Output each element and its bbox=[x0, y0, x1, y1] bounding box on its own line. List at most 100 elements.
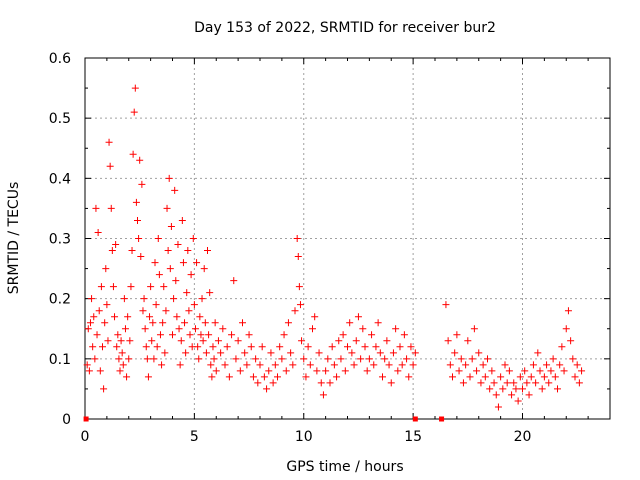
data-point bbox=[208, 373, 216, 381]
data-point bbox=[534, 349, 542, 357]
data-point bbox=[97, 283, 105, 291]
data-point bbox=[477, 379, 485, 387]
y-tick-label: 0.2 bbox=[49, 292, 71, 308]
data-point bbox=[121, 325, 129, 333]
data-point bbox=[125, 355, 133, 363]
data-point bbox=[243, 361, 251, 369]
data-point bbox=[191, 325, 199, 333]
data-point bbox=[333, 373, 341, 381]
data-point bbox=[317, 379, 325, 387]
data-point bbox=[294, 253, 302, 261]
data-point bbox=[523, 379, 531, 387]
data-point bbox=[247, 343, 255, 351]
data-point bbox=[200, 265, 208, 273]
data-point bbox=[116, 367, 124, 375]
data-point bbox=[209, 343, 217, 351]
data-point bbox=[175, 325, 183, 333]
data-point bbox=[166, 265, 174, 273]
data-point bbox=[562, 325, 570, 333]
data-point bbox=[135, 235, 143, 242]
data-point bbox=[547, 367, 555, 375]
data-point bbox=[153, 343, 161, 351]
data-point bbox=[134, 216, 141, 224]
data-point bbox=[111, 313, 119, 321]
data-point bbox=[311, 313, 319, 321]
data-point bbox=[267, 349, 275, 357]
data-point bbox=[363, 367, 371, 375]
data-point bbox=[328, 343, 336, 351]
data-point bbox=[306, 361, 314, 369]
data-point bbox=[330, 361, 338, 369]
data-point bbox=[304, 343, 312, 351]
data-point bbox=[409, 361, 417, 369]
data-point bbox=[464, 337, 472, 345]
data-point bbox=[455, 367, 463, 375]
data-point bbox=[453, 331, 461, 339]
data-point bbox=[503, 379, 511, 387]
data-point bbox=[278, 355, 286, 363]
data-point bbox=[538, 385, 546, 393]
data-point bbox=[258, 343, 266, 351]
data-point bbox=[365, 355, 373, 363]
data-point bbox=[142, 343, 150, 351]
data-point bbox=[505, 367, 513, 375]
data-point bbox=[525, 391, 533, 399]
data-point bbox=[499, 385, 507, 393]
data-point bbox=[179, 259, 187, 267]
data-point bbox=[494, 403, 502, 411]
data-point bbox=[252, 355, 260, 363]
data-point bbox=[194, 343, 202, 351]
data-point bbox=[106, 162, 114, 170]
data-point bbox=[484, 355, 491, 363]
data-point bbox=[120, 295, 128, 303]
data-point bbox=[295, 283, 303, 291]
data-point bbox=[92, 204, 100, 212]
data-point bbox=[89, 343, 97, 351]
data-point bbox=[164, 247, 172, 255]
data-point bbox=[148, 337, 156, 345]
data-point bbox=[322, 367, 330, 375]
data-point bbox=[85, 367, 93, 375]
data-point bbox=[543, 361, 551, 369]
data-point bbox=[144, 373, 152, 381]
data-point bbox=[84, 325, 92, 333]
data-point bbox=[481, 373, 489, 381]
data-point bbox=[269, 379, 277, 387]
data-point bbox=[186, 331, 194, 339]
data-point bbox=[540, 373, 548, 381]
y-tick-label: 0.6 bbox=[49, 51, 71, 67]
data-point bbox=[146, 313, 154, 321]
data-point bbox=[130, 108, 138, 116]
data-point bbox=[573, 361, 581, 369]
data-point bbox=[519, 385, 526, 393]
data-point bbox=[501, 361, 509, 369]
data-point bbox=[302, 373, 310, 381]
data-point bbox=[551, 373, 559, 381]
data-point bbox=[403, 355, 411, 363]
data-point bbox=[159, 319, 167, 327]
data-point bbox=[510, 379, 518, 387]
data-point bbox=[532, 379, 540, 387]
data-point bbox=[207, 361, 215, 369]
data-point bbox=[512, 385, 520, 393]
data-point bbox=[139, 307, 147, 315]
data-point bbox=[202, 349, 210, 357]
data-point bbox=[379, 373, 386, 381]
data-point bbox=[234, 337, 242, 345]
data-point bbox=[171, 186, 179, 194]
data-point bbox=[486, 385, 494, 393]
data-point bbox=[167, 222, 175, 230]
data-point bbox=[545, 379, 553, 387]
data-point bbox=[315, 349, 323, 357]
data-point bbox=[108, 247, 116, 255]
data-point bbox=[112, 241, 120, 249]
data-point bbox=[578, 367, 586, 375]
data-point bbox=[451, 349, 459, 357]
y-tick-label: 0.5 bbox=[49, 111, 71, 127]
data-point bbox=[181, 319, 189, 327]
data-point bbox=[564, 307, 572, 315]
data-point bbox=[514, 397, 522, 405]
data-point bbox=[169, 331, 176, 339]
data-point bbox=[339, 331, 347, 339]
